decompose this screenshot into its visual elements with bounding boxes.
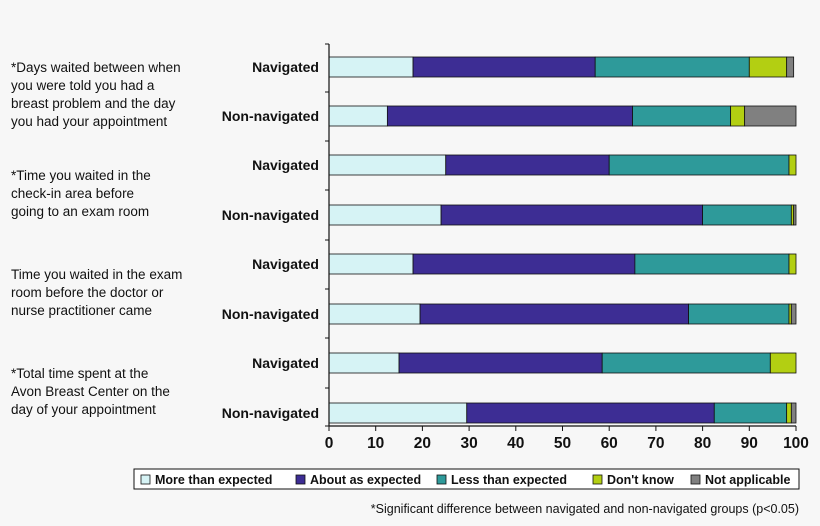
bar-segment [328,253,414,275]
group-label-line: *Total time spent at the [11,366,148,381]
group-label-line: you had your appointment [11,114,167,129]
row-label: Navigated [252,355,319,371]
bar-segment [445,154,610,176]
bar-segment [790,303,797,325]
bar-segment [608,154,790,176]
legend-swatch [140,474,151,485]
row-label: Navigated [252,59,319,75]
legend-swatch [690,474,701,485]
bar-segment [328,105,388,127]
group-label-line: Avon Breast Center on the [11,384,170,399]
legend-label: Not applicable [705,473,790,487]
bar-segment [786,402,792,424]
bar-segment [412,56,596,78]
footnote: *Significant difference between navigate… [371,502,799,516]
x-tick-label: 30 [460,435,477,452]
group-label-line: *Time you waited in the [11,168,151,183]
bar-segment [601,352,771,374]
x-tick-label: 10 [367,435,384,452]
bar-segment [386,105,633,127]
group-label-line: day of your appointment [11,402,156,417]
group-labels: *Days waited between when you were told y… [11,60,182,417]
bar-segment [713,402,788,424]
bar-segment [788,154,797,176]
bar-segment [412,253,636,275]
bar-segment [328,402,468,424]
bar-segment [328,204,442,226]
bar-segment [688,303,790,325]
x-tick-label: 20 [414,435,431,452]
x-tick-label: 80 [694,435,711,452]
row-labels: Navigated Non-navigated Navigated Non-navig… [222,59,319,421]
x-tick-label: 90 [741,435,758,452]
row-label: Non-navigated [222,405,319,421]
axes: 0 10 20 30 40 50 60 70 80 90 100 [325,43,809,452]
bar-segment [769,352,797,374]
bar-segment [419,303,689,325]
row-label: Non-navigated [222,207,319,223]
legend-label: Less than expected [451,473,567,487]
row-label: Non-navigated [222,306,319,322]
bar-segment [594,56,750,78]
bar-segment [702,204,792,226]
bars [328,56,797,424]
bar-segment [730,105,746,127]
bar-segment [786,56,795,78]
legend-label: Don't know [607,473,674,487]
bar-segment [788,253,797,275]
x-tick-label: 50 [554,435,571,452]
bar-segment [440,204,703,226]
group-label-line: you were told you had a [11,78,155,93]
x-tick-label: 40 [507,435,524,452]
bar-segment [634,253,790,275]
legend-label: More than expected [155,473,272,487]
legend: More than expected About as expected Less … [133,468,800,490]
bar-segment [328,154,447,176]
bar-segment [790,402,797,424]
bar-segment [328,56,414,78]
legend-swatch [592,474,603,485]
bar-segment [328,303,421,325]
x-tick-label: 100 [783,435,809,452]
row-label: Navigated [252,256,319,272]
row-label: Navigated [252,157,319,173]
bar-segment [398,352,603,374]
bar-segment [632,105,732,127]
group-label-line: Time you waited in the exam [11,267,182,282]
group-label-line: check-in area before [11,186,134,201]
x-tick-label: 0 [325,435,334,452]
bar-segment [748,56,788,78]
bar-segment [328,352,400,374]
legend-swatch [436,474,447,485]
legend-swatch [295,474,306,485]
group-label-line: *Days waited between when [11,60,181,75]
group-label-line: room before the doctor or [11,285,164,300]
x-tick-label: 60 [601,435,618,452]
bar-segment [744,105,797,127]
group-label-line: nurse practitioner came [11,303,152,318]
x-tick-label: 70 [647,435,664,452]
group-label-line: breast problem and the day [11,96,176,111]
bar-segment [466,402,715,424]
group-label-line: going to an exam room [11,204,149,219]
legend-label: About as expected [310,473,421,487]
row-label: Non-navigated [222,108,319,124]
bar-segment [793,204,797,226]
